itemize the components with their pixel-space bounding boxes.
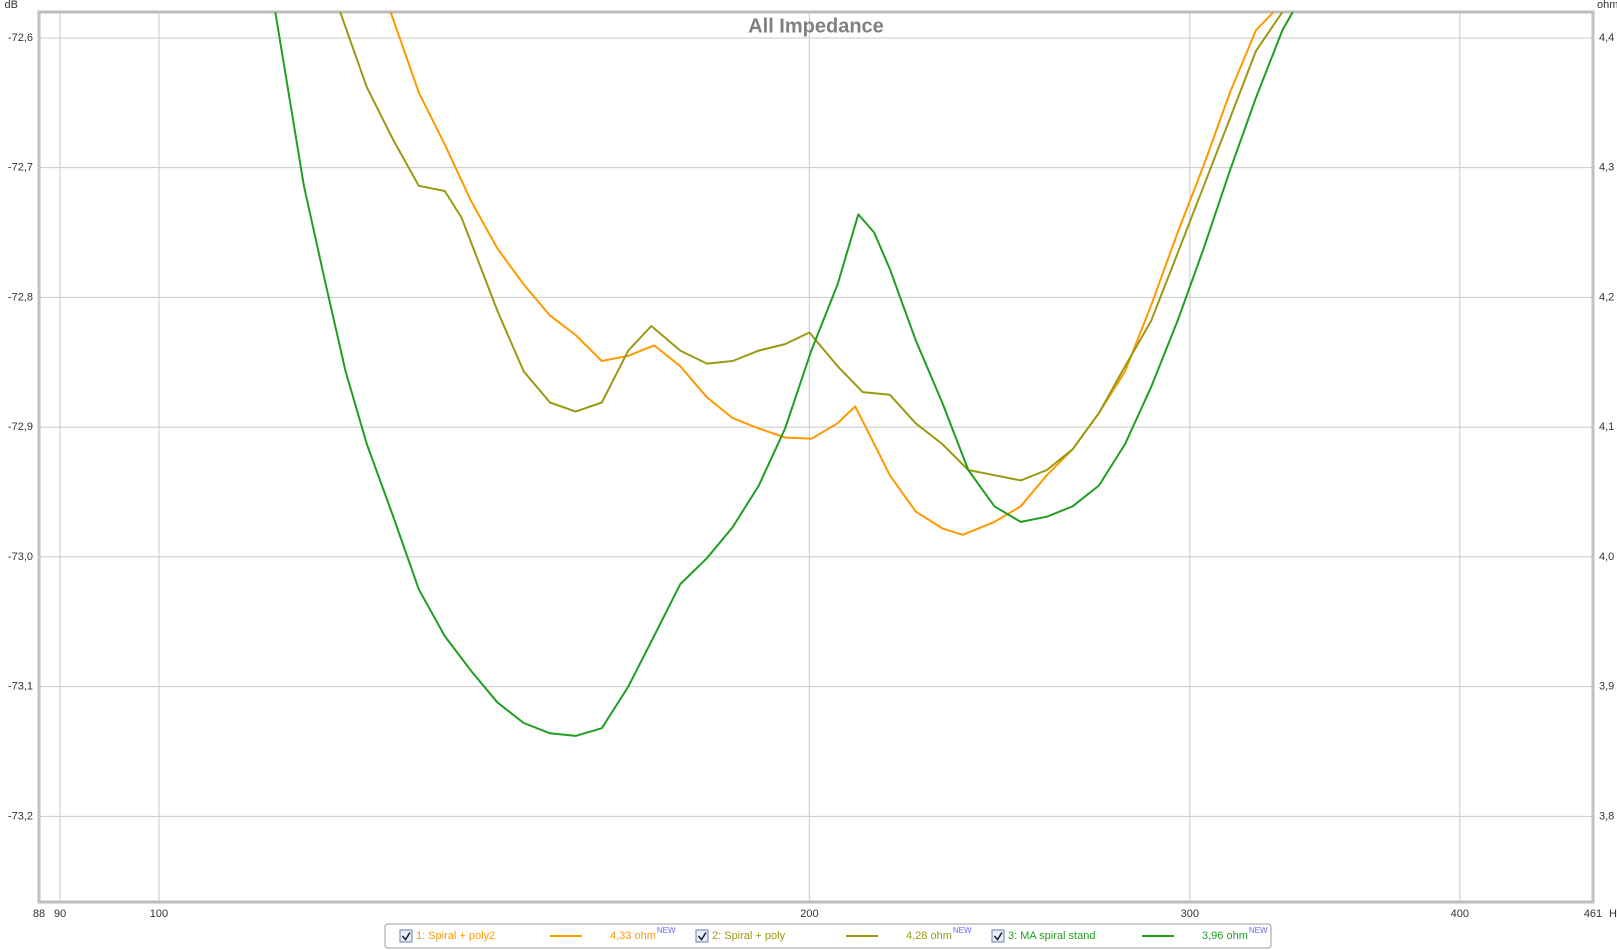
y-tick-label: -72,8 <box>8 291 33 303</box>
legend-badge: NEW <box>953 926 972 935</box>
legend-name: 2: Spiral + poly <box>712 930 786 942</box>
y-tick-label: -72,6 <box>8 32 33 44</box>
legend-check[interactable] <box>993 932 1003 941</box>
series-line <box>339 12 1284 482</box>
x-tick-label: 90 <box>54 908 66 920</box>
x-tick-label: 100 <box>150 908 168 920</box>
lines <box>274 12 1294 737</box>
y-tick-label: -73,0 <box>8 551 33 563</box>
legend-value: 4,28 ohm <box>906 930 952 942</box>
y-tick-label: -72,7 <box>8 162 33 174</box>
y-tick-label: -73,2 <box>8 810 33 822</box>
legend: 1: Spiral + poly2 4,33 ohm NEW 2: Spiral + … <box>399 926 1268 943</box>
x-unit-label: Hz <box>1609 908 1617 920</box>
y2-tick-label: 4,0 <box>1599 551 1614 563</box>
y-tick-label: -73,1 <box>8 681 33 693</box>
y2-tick-label: 4,3 <box>1599 162 1614 174</box>
legend-badge: NEW <box>657 926 676 935</box>
y2-tick-label: 4,2 <box>1599 291 1614 303</box>
legend-badge: NEW <box>1249 926 1268 935</box>
y2-tick-label: 3,9 <box>1599 681 1614 693</box>
legend-value: 3,96 ohm <box>1202 930 1248 942</box>
x-tick-label: 200 <box>800 908 818 920</box>
y-axis-label: dB <box>5 0 18 11</box>
x-tick-label: 88 <box>33 908 45 920</box>
x-tick-label: 300 <box>1181 908 1199 920</box>
chart-title: All Impedance <box>748 15 884 37</box>
legend-box <box>384 923 1272 949</box>
legend-check[interactable] <box>697 932 707 941</box>
series-line <box>274 12 1294 737</box>
y-tick-label: -72,9 <box>8 421 33 433</box>
y2-tick-label: 4,1 <box>1599 421 1614 433</box>
y2-axis-label: ohm <box>1597 0 1617 11</box>
legend-check[interactable] <box>401 932 411 941</box>
y2-tick-label: 4,4 <box>1599 32 1614 44</box>
grid <box>38 12 1594 902</box>
x-tick-label: 400 <box>1451 908 1469 920</box>
y2-tick-label: 3,8 <box>1599 810 1614 822</box>
x-tick-label: 461 <box>1584 908 1602 920</box>
legend-name: 3: MA spiral stand <box>1008 930 1095 942</box>
legend-value: 4,33 ohm <box>610 930 656 942</box>
legend-name: 1: Spiral + poly2 <box>416 930 495 942</box>
